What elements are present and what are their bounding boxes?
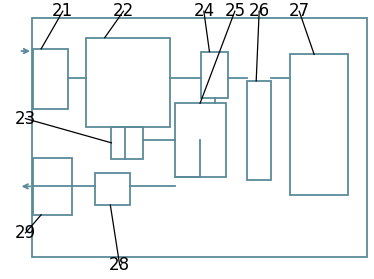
Text: 22: 22 <box>113 2 134 20</box>
Bar <box>175 103 226 177</box>
Text: 27: 27 <box>289 2 310 20</box>
Text: 21: 21 <box>52 2 73 20</box>
Bar <box>247 81 271 180</box>
Bar <box>201 52 228 98</box>
Bar <box>33 49 68 109</box>
Text: 24: 24 <box>193 2 214 20</box>
Bar <box>33 158 72 215</box>
Text: 28: 28 <box>109 256 130 274</box>
Bar <box>111 127 143 159</box>
Text: 25: 25 <box>224 2 245 20</box>
Bar <box>86 38 170 127</box>
Text: 29: 29 <box>15 224 36 242</box>
Bar <box>32 18 367 257</box>
Text: 23: 23 <box>15 110 36 128</box>
Text: 26: 26 <box>249 2 270 20</box>
Bar <box>95 173 130 205</box>
Bar <box>290 54 348 195</box>
